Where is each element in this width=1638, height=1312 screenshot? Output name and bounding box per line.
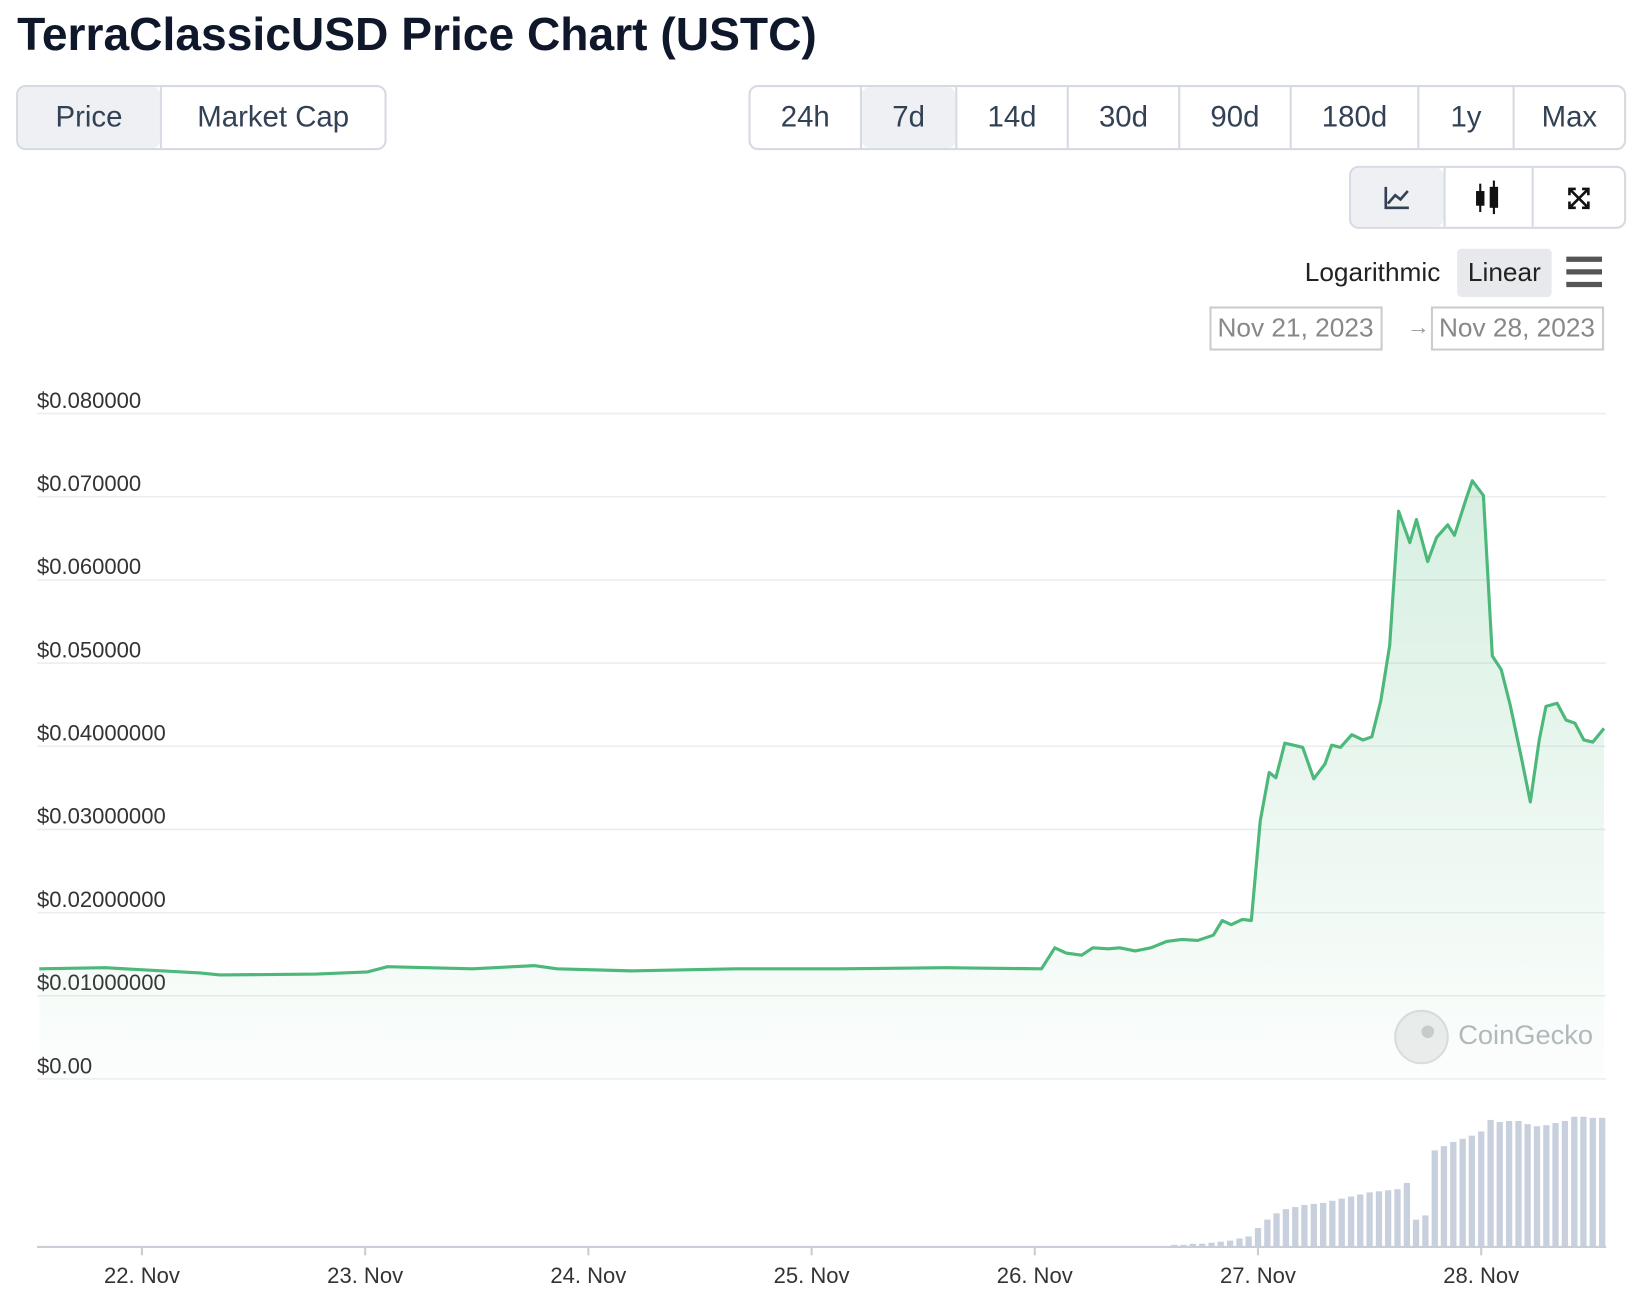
line-icon [1384, 186, 1409, 210]
date-to[interactable]: Nov 28, 2023 [1439, 313, 1595, 343]
x-tick-label: 24. Nov [550, 1263, 626, 1288]
x-tick-label: 27. Nov [1220, 1263, 1296, 1288]
volume-bar [1338, 1198, 1345, 1247]
scale-option[interactable]: Linear [1468, 257, 1541, 287]
range-active [862, 87, 956, 148]
volume-bar [1347, 1196, 1355, 1247]
range-button[interactable]: 180d [1322, 100, 1387, 133]
volume-bar [1254, 1228, 1262, 1247]
volume-bar [1524, 1124, 1531, 1247]
range-button[interactable]: 30d [1099, 100, 1148, 133]
range-button[interactable]: 14d [988, 100, 1037, 133]
volume-bar [1450, 1141, 1457, 1247]
volume-bar [1589, 1117, 1596, 1247]
volume-bar [1320, 1202, 1327, 1247]
range-button[interactable]: 90d [1210, 100, 1259, 133]
volume-bar [1273, 1213, 1280, 1247]
volume-bar [1599, 1117, 1606, 1247]
y-tick-label: $0.050000 [37, 637, 141, 662]
volume-bar [1236, 1238, 1243, 1247]
volume-bar [1366, 1192, 1373, 1247]
volume-bar [1264, 1219, 1271, 1247]
volume-bar [1292, 1207, 1299, 1247]
tab-button[interactable]: Market Cap [197, 100, 349, 133]
tab-button[interactable]: Price [56, 100, 123, 133]
menu-icon[interactable] [1566, 256, 1603, 288]
volume-bar [1440, 1146, 1448, 1247]
volume-bar [1487, 1119, 1494, 1247]
volume-bar [1561, 1120, 1569, 1247]
date-input [1430, 306, 1605, 351]
x-tick-label: 23. Nov [327, 1263, 403, 1288]
range-button[interactable]: 7d [892, 100, 925, 133]
page-title: TerraClassicUSD Price Chart (USTC) [17, 8, 817, 60]
volume-bar [1208, 1242, 1215, 1247]
volume-bar [1245, 1236, 1252, 1247]
range-button[interactable]: Max [1542, 100, 1598, 133]
volume-bar [1505, 1120, 1513, 1247]
volume-bar [1533, 1126, 1541, 1247]
volume-bar [1217, 1241, 1224, 1247]
date-from[interactable]: Nov 21, 2023 [1217, 313, 1373, 343]
volume-bar [1403, 1182, 1411, 1247]
volume-bar [1384, 1190, 1392, 1247]
volume-bar [1468, 1135, 1475, 1247]
price-area [39, 480, 1604, 1079]
x-tick-label: 26. Nov [997, 1263, 1073, 1288]
volume-bar [1301, 1204, 1308, 1247]
volume-bar [1226, 1240, 1234, 1247]
chart-tools [1349, 165, 1627, 229]
volume-bar [1580, 1116, 1587, 1247]
y-tick-label: $0.04000000 [37, 721, 166, 746]
volume-bar [1431, 1150, 1438, 1247]
x-tick-label: 28. Nov [1443, 1263, 1519, 1288]
y-tick-label: $0.060000 [37, 554, 141, 579]
volume-bar [1199, 1243, 1206, 1247]
volume-bar [1310, 1203, 1317, 1247]
volume-bar [1357, 1194, 1364, 1247]
volume-bar [1478, 1131, 1485, 1247]
range-button[interactable]: 24h [781, 100, 830, 133]
tab-active [18, 87, 160, 148]
volume-bar [1375, 1191, 1383, 1247]
volume-bar [1459, 1138, 1466, 1247]
volume-bar [1412, 1219, 1420, 1247]
y-tick-label: $0.080000 [37, 388, 141, 413]
volume-bar [1282, 1209, 1290, 1247]
fullscreen-icon[interactable] [1568, 187, 1590, 210]
y-tick-label: $0.070000 [37, 471, 141, 496]
volume-bar [1422, 1215, 1429, 1247]
range-button[interactable]: 1y [1450, 100, 1481, 133]
x-tick-label: 22. Nov [104, 1263, 180, 1288]
range-group [748, 85, 1627, 151]
volume-bar [1552, 1123, 1559, 1247]
volume-bar [1189, 1243, 1196, 1247]
date-input [1209, 306, 1383, 351]
active-scale-bg [1457, 248, 1552, 298]
volume-bar [1496, 1122, 1503, 1247]
volume-bar [1571, 1116, 1578, 1247]
volume-bar [1394, 1189, 1401, 1247]
volume-bar [1329, 1200, 1336, 1247]
x-tick-label: 25. Nov [774, 1263, 850, 1288]
volume-bar [1543, 1125, 1550, 1247]
y-tick-label: $0.03000000 [37, 804, 166, 829]
scale-option[interactable]: Logarithmic [1305, 257, 1441, 287]
arrow: → [1407, 314, 1430, 340]
volume-bar [1515, 1120, 1522, 1247]
price-line [39, 479, 1606, 977]
y-tick-label: $0.02000000 [37, 887, 166, 912]
